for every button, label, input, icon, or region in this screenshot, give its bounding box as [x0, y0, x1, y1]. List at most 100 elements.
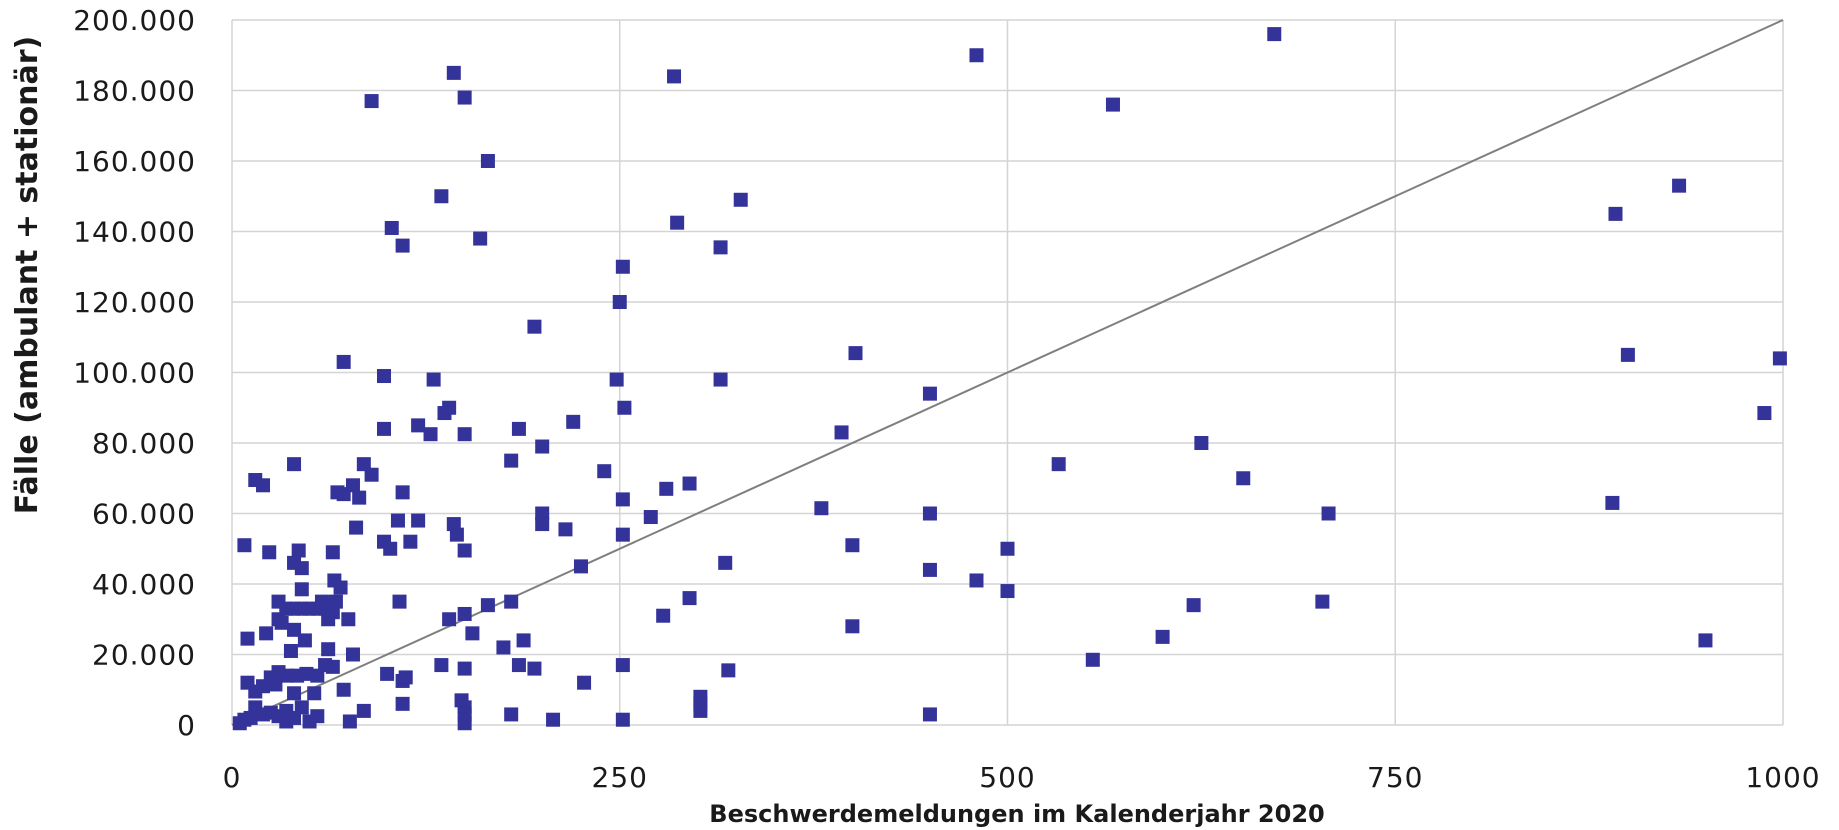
data-point [426, 372, 441, 387]
x-tick-label: 0 [223, 761, 242, 794]
data-point [256, 478, 271, 493]
y-tick-label: 180.000 [73, 75, 196, 108]
data-point [814, 501, 829, 516]
data-point [643, 510, 658, 525]
data-point [577, 675, 592, 690]
data-point [1236, 471, 1251, 486]
data-point [922, 707, 937, 722]
data-point [395, 485, 410, 500]
data-point [1085, 652, 1100, 667]
data-point [457, 661, 472, 676]
data-point [321, 642, 336, 657]
data-point [713, 372, 728, 387]
data-point [473, 231, 488, 246]
data-point [834, 425, 849, 440]
data-point [504, 707, 519, 722]
data-point [457, 90, 472, 105]
data-point [615, 259, 630, 274]
data-point [480, 154, 495, 168]
data-point [656, 608, 671, 623]
data-point [302, 714, 317, 729]
data-point [356, 457, 371, 472]
data-point [733, 192, 748, 207]
data-point [713, 240, 728, 255]
data-point [356, 703, 371, 718]
data-point [446, 65, 461, 80]
data-point [376, 369, 391, 384]
data-point [232, 716, 247, 731]
data-point [411, 513, 426, 528]
data-point [1605, 495, 1620, 510]
data-point [682, 476, 697, 491]
data-point [291, 543, 306, 558]
x-tick-labels: 0 250 500 750 1000 [223, 761, 1820, 794]
data-point [615, 712, 630, 727]
data-point [465, 626, 480, 641]
data-point [446, 517, 461, 532]
data-point [279, 714, 294, 729]
data-point [1608, 206, 1623, 221]
data-point [437, 406, 452, 421]
data-point [1000, 541, 1015, 556]
data-point [423, 427, 438, 442]
data-point [434, 189, 449, 204]
data-point [1772, 351, 1787, 366]
data-point [615, 492, 630, 507]
data-point [922, 386, 937, 401]
data-point [240, 675, 255, 690]
data-point [615, 658, 630, 673]
data-points [232, 27, 1787, 731]
y-tick-label: 20.000 [92, 639, 196, 672]
data-point [307, 686, 322, 701]
data-point [721, 663, 736, 678]
data-point [558, 522, 573, 537]
data-point [240, 631, 255, 646]
data-point [411, 418, 426, 433]
data-point [345, 647, 360, 662]
data-point [310, 668, 325, 683]
data-point [1672, 178, 1687, 193]
data-point [969, 573, 984, 588]
data-point [480, 598, 495, 613]
data-point [615, 527, 630, 542]
data-point [617, 400, 632, 415]
data-point [395, 238, 410, 253]
data-point [457, 427, 472, 442]
data-point [1315, 594, 1330, 609]
data-point [682, 591, 697, 606]
data-point [566, 414, 581, 429]
data-point [283, 643, 298, 658]
data-point [1194, 436, 1209, 450]
data-point [364, 94, 379, 109]
data-point [349, 520, 364, 535]
data-point [390, 513, 405, 528]
data-point [535, 506, 550, 521]
data-point [318, 658, 333, 673]
data-point [380, 666, 395, 681]
data-point [403, 534, 418, 549]
data-point [376, 421, 391, 436]
data-point [287, 457, 302, 472]
data-point [294, 700, 309, 715]
data-point [449, 527, 464, 542]
data-point [287, 622, 302, 637]
data-point [667, 69, 682, 84]
data-point [1000, 584, 1015, 599]
data-point [511, 421, 526, 436]
data-point [297, 633, 312, 648]
data-point [1757, 406, 1772, 421]
data-point [612, 295, 627, 309]
data-point [287, 555, 302, 570]
data-point [364, 467, 379, 482]
data-point [327, 573, 342, 588]
data-point [352, 490, 367, 505]
data-point [1321, 506, 1336, 521]
data-point [922, 562, 937, 577]
data-point [693, 703, 708, 718]
data-point [527, 661, 542, 676]
data-point [336, 682, 351, 697]
data-point [457, 716, 472, 731]
data-point [1051, 457, 1066, 472]
data-point [314, 594, 329, 609]
y-tick-label: 40.000 [92, 568, 196, 601]
